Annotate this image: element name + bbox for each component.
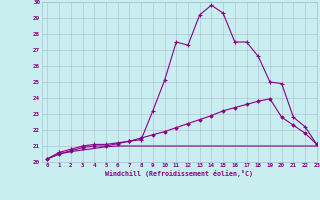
X-axis label: Windchill (Refroidissement éolien,°C): Windchill (Refroidissement éolien,°C) (105, 170, 253, 177)
